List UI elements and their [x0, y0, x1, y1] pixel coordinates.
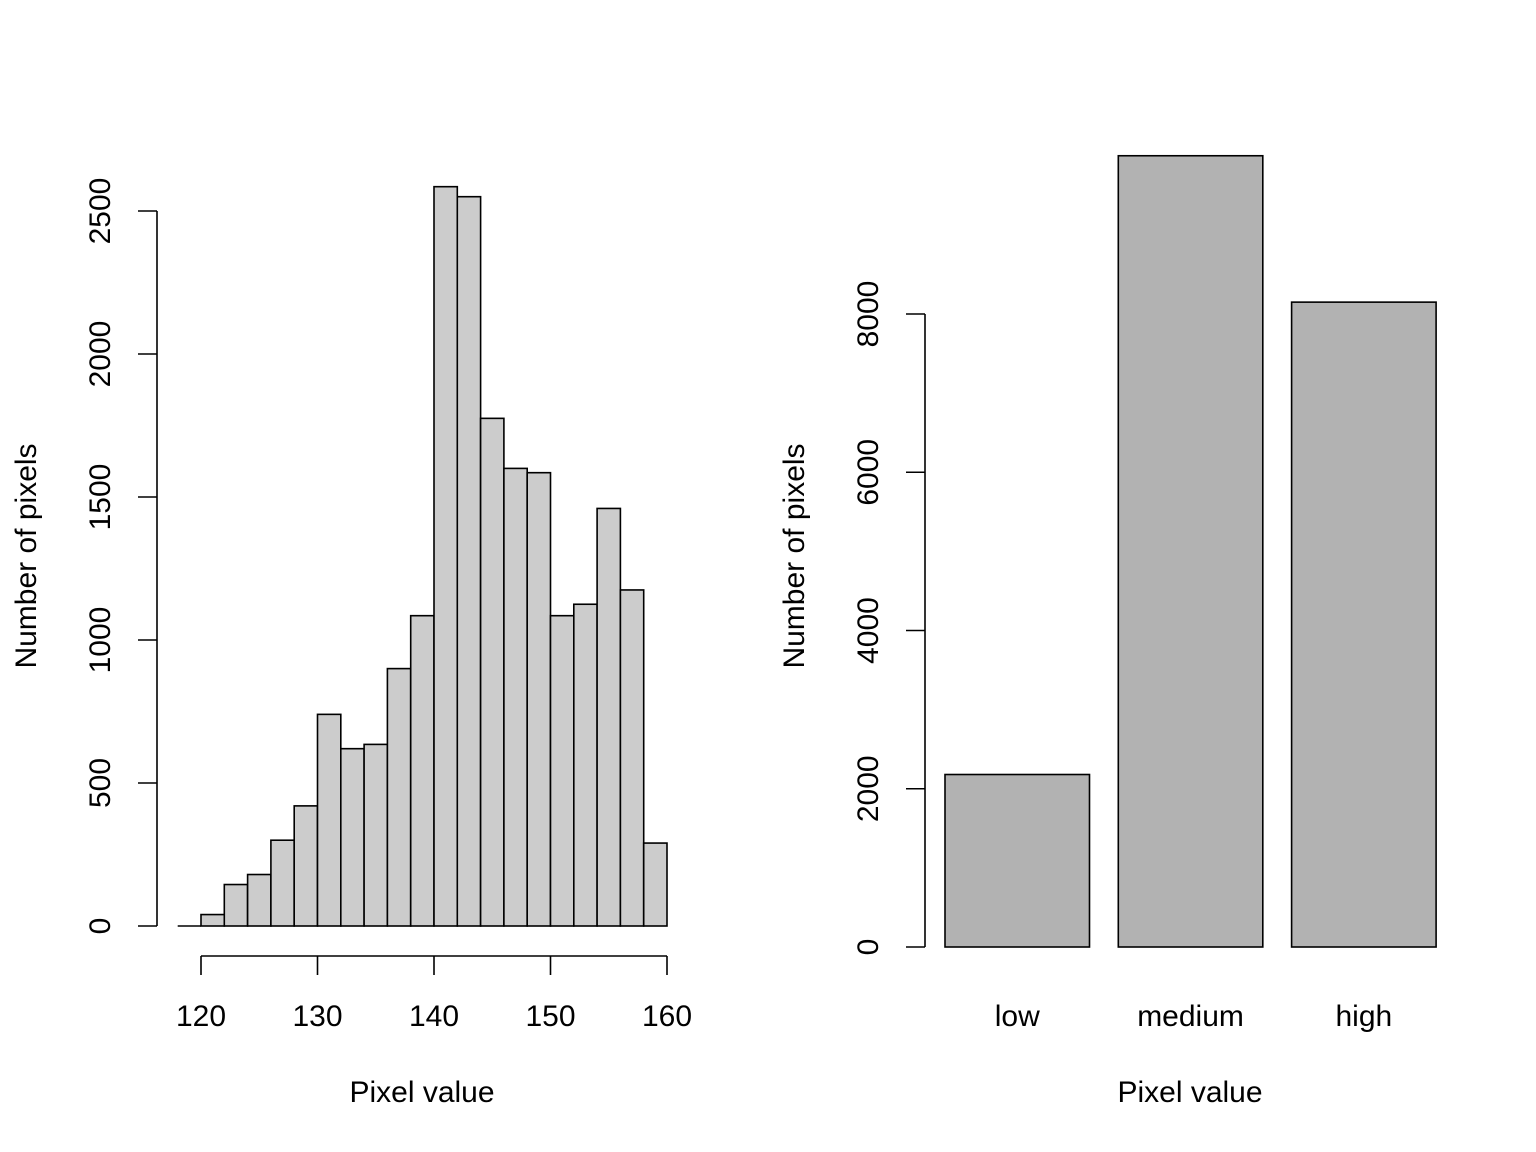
bar-medium	[1117, 154, 1264, 948]
histogram-y-axis-label: Number of pixels	[10, 443, 43, 668]
bar-low	[944, 773, 1091, 948]
histogram-bar	[200, 913, 226, 927]
histogram-y-tick-label: 2500	[84, 178, 117, 245]
histogram-x-tick-label: 140	[409, 1000, 459, 1033]
histogram-bar	[246, 873, 272, 927]
histogram-x-tick-label: 130	[292, 1000, 342, 1033]
histogram-bar	[433, 185, 459, 927]
histogram-x-tick-label: 160	[642, 1000, 692, 1033]
bar-chart-y-axis-label: Number of pixels	[778, 443, 811, 668]
histogram-x-axis: 120 130 140 150 160	[176, 955, 692, 1033]
histogram-x-tick-label: 150	[525, 1000, 575, 1033]
bar-high	[1290, 301, 1437, 948]
histogram-y-tick-label: 500	[84, 758, 117, 808]
histogram-bar	[339, 747, 365, 927]
category-label-high: high	[1335, 1000, 1392, 1033]
histogram-bars	[177, 185, 668, 927]
histogram-bar	[270, 839, 295, 927]
histogram-bar	[503, 467, 528, 927]
bar-chart-y-tick-label: 0	[852, 939, 885, 956]
histogram-bar	[363, 743, 389, 927]
histogram-panel: 0 500 1000 1500 2000 2500 120 130 140 150 160 Pix…	[10, 178, 692, 1109]
histogram-y-axis: 0 500 1000 1500 2000 2500	[84, 178, 158, 935]
bar-chart-panel: 0 2000 4000 6000 8000 low medium high Pixel va…	[778, 154, 1437, 1109]
bar-chart-y-tick-label: 6000	[852, 439, 885, 506]
bar-chart-y-tick-label: 8000	[852, 281, 885, 348]
histogram-bar	[479, 417, 505, 927]
histogram-bar	[316, 713, 342, 927]
category-label-medium: medium	[1137, 1000, 1244, 1033]
bar-chart-x-axis-label: Pixel value	[1117, 1076, 1262, 1109]
histogram-bar	[642, 842, 668, 927]
histogram-y-tick-label: 2000	[84, 321, 117, 388]
bar-chart-bars	[944, 154, 1437, 948]
histogram-bar	[619, 589, 645, 927]
histogram-bar	[409, 614, 435, 927]
histogram-bar	[549, 614, 575, 927]
histogram-y-tick-label: 0	[84, 918, 117, 935]
histogram-bar	[223, 883, 249, 927]
bar-chart-category-labels: low medium high	[995, 1000, 1392, 1033]
histogram-bar	[293, 805, 319, 927]
histogram-bar	[526, 471, 552, 927]
histogram-x-tick-label: 120	[176, 1000, 226, 1033]
histogram-bar	[456, 195, 482, 927]
bar-chart-y-tick-label: 4000	[852, 597, 885, 664]
histogram-bar	[596, 507, 622, 927]
histogram-y-tick-label: 1500	[84, 464, 117, 531]
histogram-x-axis-label: Pixel value	[349, 1076, 494, 1109]
bar-chart-y-tick-label: 2000	[852, 755, 885, 822]
histogram-y-tick-label: 1000	[84, 607, 117, 674]
histogram-bar	[572, 603, 598, 927]
bar-chart-y-axis: 0 2000 4000 6000 8000	[852, 281, 926, 956]
category-label-low: low	[995, 1000, 1040, 1033]
histogram-bar	[386, 667, 412, 927]
